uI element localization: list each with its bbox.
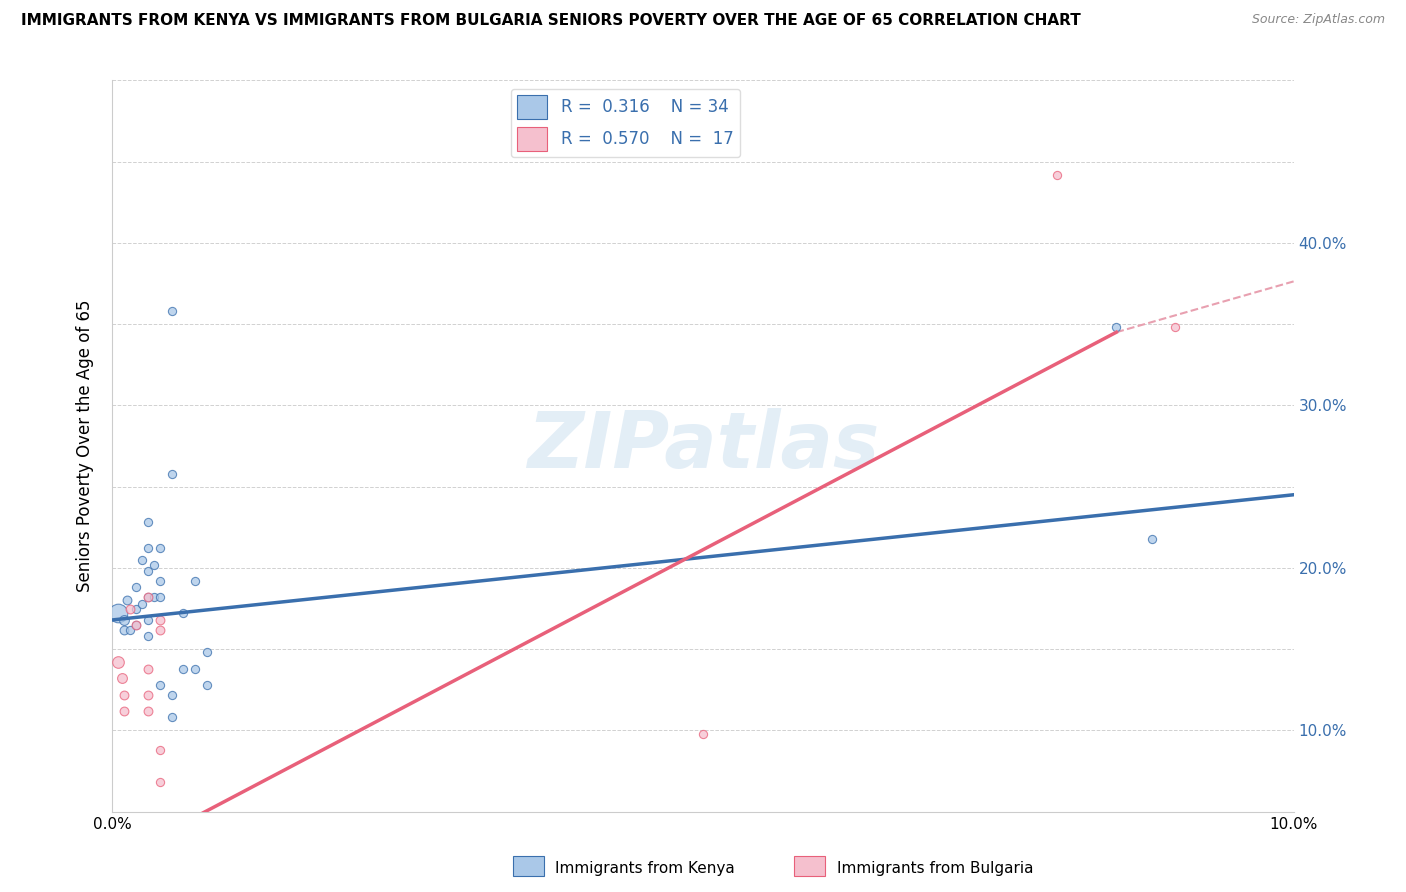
Point (112, 704, 135, 718)
Point (115, 593, 138, 607)
Point (136, 516, 159, 530)
Point (136, 590, 159, 604)
Y-axis label: Seniors Poverty Over the Age of 65: Seniors Poverty Over the Age of 65 (76, 300, 94, 592)
Point (125, 581, 148, 595)
Point (692, 727, 714, 741)
Text: Immigrants from Kenya: Immigrants from Kenya (555, 862, 735, 876)
Point (1140, 532, 1163, 546)
Point (160, 467, 183, 481)
Point (131, 553, 153, 567)
Point (112, 613, 135, 627)
Point (1164, 320, 1187, 334)
Point (136, 590, 159, 604)
Point (184, 662, 207, 676)
Text: Immigrants from Bulgaria: Immigrants from Bulgaria (837, 862, 1033, 876)
Point (142, 558, 165, 572)
Point (172, 607, 194, 621)
Point (136, 613, 159, 627)
Point (195, 645, 218, 659)
Point (136, 662, 159, 676)
Point (136, 541, 159, 556)
Point (111, 672, 134, 686)
Point (112, 688, 135, 702)
Point (125, 617, 148, 632)
Point (120, 623, 142, 637)
Point (172, 662, 194, 676)
Point (149, 574, 172, 588)
Point (125, 617, 148, 632)
Point (112, 623, 135, 637)
Point (149, 775, 172, 789)
Point (136, 688, 159, 702)
Point (149, 623, 172, 637)
Point (160, 688, 183, 702)
Point (149, 743, 172, 757)
Point (136, 704, 159, 718)
Point (131, 597, 153, 611)
Point (149, 678, 172, 692)
Point (136, 564, 159, 578)
Point (149, 541, 172, 556)
Point (184, 574, 207, 588)
Point (136, 629, 159, 643)
Point (149, 613, 172, 627)
Point (160, 304, 183, 318)
Point (195, 678, 218, 692)
Legend: R =  0.316    N = 34, R =  0.570    N =  17: R = 0.316 N = 34, R = 0.570 N = 17 (510, 88, 740, 158)
Point (149, 590, 172, 604)
Point (107, 655, 129, 669)
Point (1105, 320, 1128, 334)
Point (120, 601, 142, 615)
Text: Source: ZipAtlas.com: Source: ZipAtlas.com (1251, 13, 1385, 27)
Point (142, 590, 165, 604)
Text: ZIPatlas: ZIPatlas (527, 408, 879, 484)
Text: IMMIGRANTS FROM KENYA VS IMMIGRANTS FROM BULGARIA SENIORS POVERTY OVER THE AGE O: IMMIGRANTS FROM KENYA VS IMMIGRANTS FROM… (21, 13, 1081, 29)
Point (160, 710, 183, 724)
Point (1046, 168, 1069, 182)
Point (107, 607, 129, 621)
Point (125, 601, 148, 615)
